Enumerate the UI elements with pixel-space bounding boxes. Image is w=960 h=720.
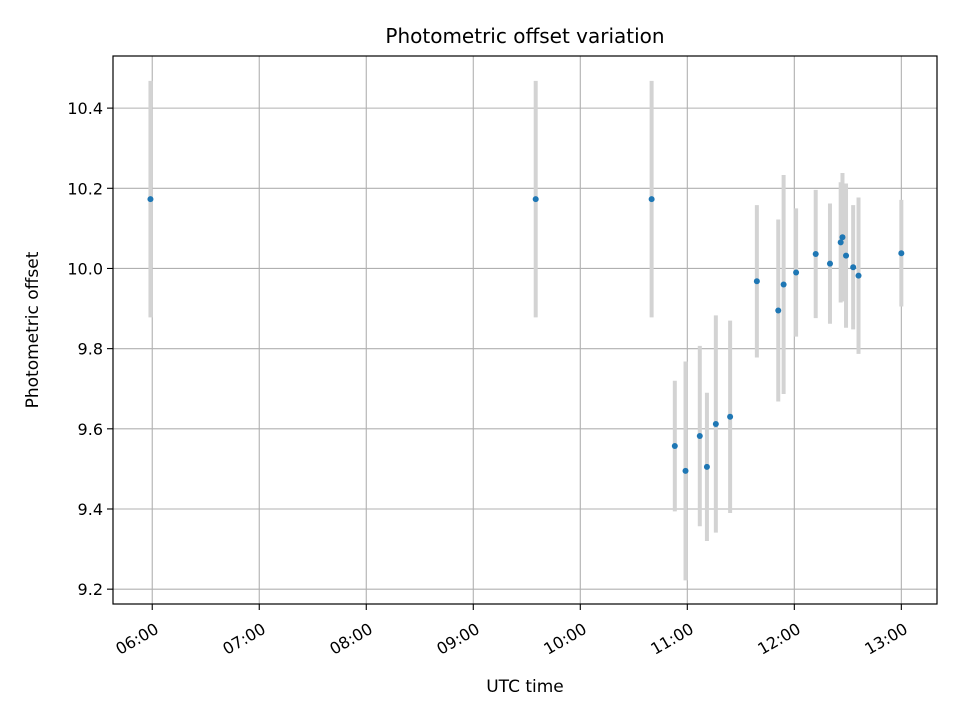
plot-frame [112,55,938,605]
plot-area [113,56,937,604]
data-point [826,260,833,267]
y-tick-label: 10.2 [67,179,103,198]
data-point [775,307,782,314]
data-points [147,196,905,474]
grid [113,56,937,604]
chart-title: Photometric offset variation [385,24,664,48]
y-tick-label: 9.8 [78,340,103,359]
y-tick-label: 10.0 [67,259,103,278]
data-point [703,463,710,470]
data-point [712,421,719,428]
data-point [753,278,760,285]
data-point [898,250,905,257]
data-point [793,269,800,276]
data-point [837,239,844,246]
data-point [855,272,862,279]
data-point [780,281,787,288]
y-axis-label: Photometric offset [23,251,43,408]
data-point [532,196,539,203]
data-point [671,443,678,450]
data-point [839,234,846,241]
data-point [147,196,154,203]
y-tick-label: 9.6 [78,420,103,439]
x-axis-label: UTC time [486,677,564,697]
data-point [682,467,689,474]
data-point [843,252,850,259]
data-point [696,433,703,440]
y-tick-label: 9.2 [78,580,103,599]
y-axis-ticks: 9.2 9.4 9.6 9.8 10.0 10.2 10.4 [67,99,113,599]
data-point [727,413,734,420]
y-tick-label: 10.4 [67,99,103,118]
y-tick-label: 9.4 [78,500,103,519]
data-point [648,196,655,203]
data-point [812,251,819,258]
data-point [850,264,857,271]
